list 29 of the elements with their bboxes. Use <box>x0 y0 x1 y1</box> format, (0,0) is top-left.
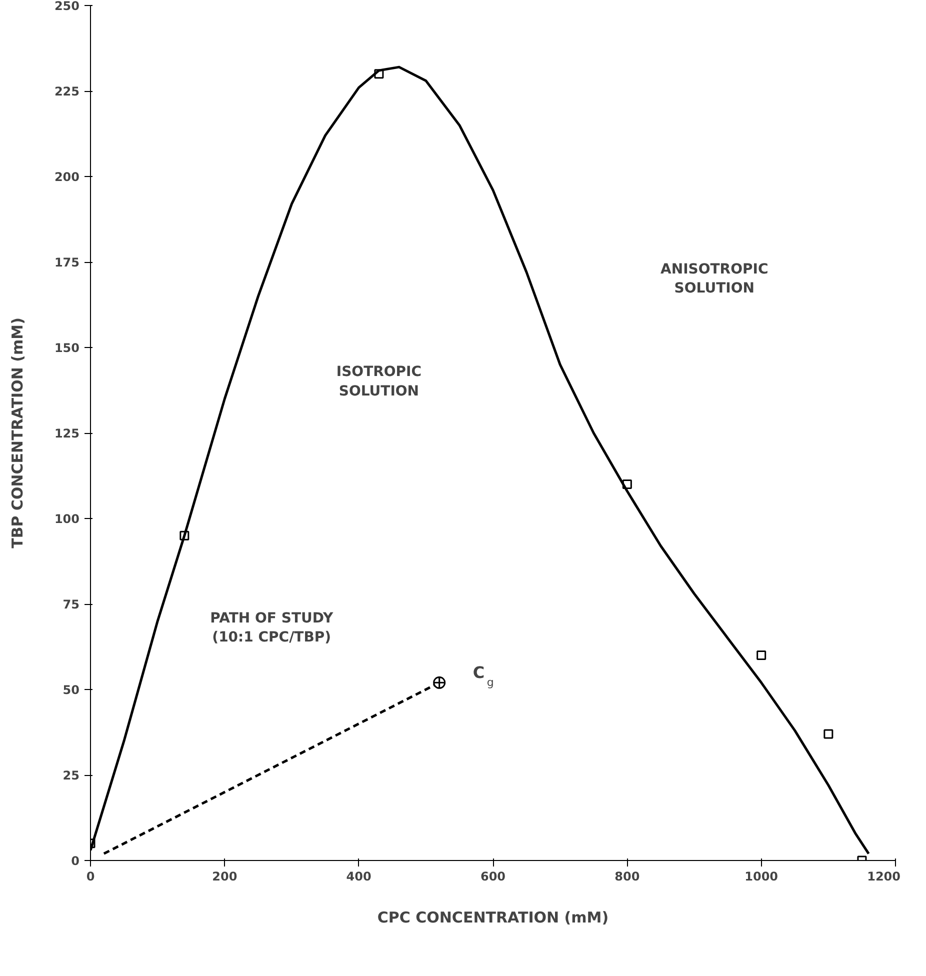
x-tick-label: 800 <box>614 870 640 884</box>
y-tick-label: 25 <box>62 768 80 782</box>
y-tick-label: 225 <box>54 84 80 98</box>
y-tick-label: 200 <box>54 170 80 184</box>
point <box>824 729 834 739</box>
y-tick-label: 175 <box>54 256 80 270</box>
x-tick-label: 1200 <box>867 870 901 884</box>
point <box>756 650 766 660</box>
y-axis-title: TBP CONCENTRATION (mM) <box>8 318 26 548</box>
y-tick-label: 250 <box>54 0 80 13</box>
y-tick-label: 100 <box>54 512 80 526</box>
annotation: PATH OF STUDY (10:1 CPC/TBP) <box>210 610 334 646</box>
annotation: ISOTROPIC SOLUTION <box>336 364 422 400</box>
x-tick-label: 200 <box>212 870 238 884</box>
point <box>374 69 384 79</box>
annotation: ANISOTROPIC SOLUTION <box>660 262 768 297</box>
y-tick-label: 50 <box>62 683 80 697</box>
x-tick-label: 0 <box>86 870 95 884</box>
y-tick-label: 150 <box>54 341 80 355</box>
y-tick-label: 0 <box>71 854 80 868</box>
x-tick-label: 1000 <box>744 870 778 884</box>
x-axis-title: CPC CONCENTRATION (mM) <box>377 908 609 926</box>
point <box>180 530 190 540</box>
point <box>433 676 446 689</box>
y-tick-label: 125 <box>54 426 80 440</box>
x-tick-label: 400 <box>346 870 372 884</box>
x-tick-label: 600 <box>480 870 506 884</box>
y-tick-label: 75 <box>62 598 80 612</box>
point <box>622 480 632 490</box>
